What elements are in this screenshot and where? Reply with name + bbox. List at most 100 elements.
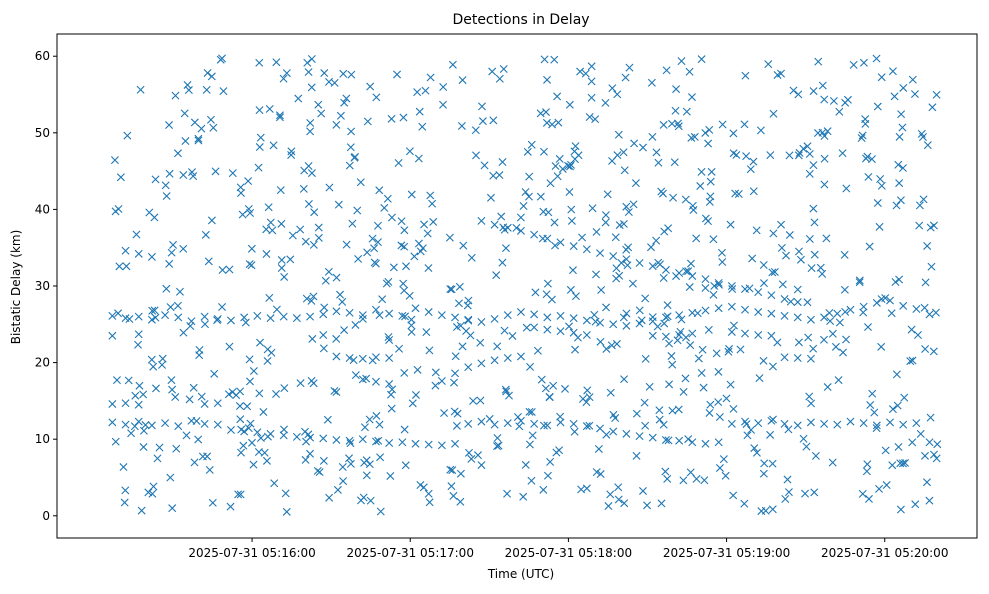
data-point: [657, 499, 666, 508]
data-point: [464, 296, 473, 305]
data-point: [439, 100, 448, 109]
data-point: [525, 440, 534, 449]
data-point: [243, 402, 252, 411]
data-point: [757, 507, 766, 516]
data-point: [543, 471, 552, 480]
data-point: [275, 111, 284, 120]
data-point: [254, 163, 263, 172]
data-point: [843, 95, 852, 104]
data-point: [870, 408, 879, 417]
data-point: [933, 440, 942, 449]
data-point: [818, 81, 827, 90]
data-point: [287, 150, 296, 159]
data-point: [280, 425, 288, 434]
data-point: [280, 384, 289, 393]
data-point: [219, 87, 228, 96]
data-point: [781, 494, 790, 503]
data-point: [611, 233, 620, 242]
data-point: [162, 284, 171, 293]
data-point: [168, 504, 177, 513]
data-point: [794, 151, 803, 160]
data-point: [300, 166, 309, 175]
data-point: [704, 325, 713, 334]
data-point: [558, 164, 567, 173]
data-point: [624, 208, 633, 217]
data-point: [567, 216, 576, 225]
data-point: [416, 481, 425, 489]
data-point: [673, 336, 682, 345]
data-point: [700, 476, 709, 485]
data-point: [637, 316, 646, 325]
data-point: [672, 272, 681, 281]
data-point: [768, 415, 777, 424]
data-point: [820, 335, 828, 344]
data-point: [400, 425, 409, 434]
data-point: [864, 323, 873, 332]
data-point: [370, 258, 379, 267]
data-point: [296, 225, 305, 234]
data-point: [253, 311, 262, 320]
data-point: [896, 505, 905, 514]
data-point: [539, 207, 548, 216]
data-point: [858, 131, 867, 140]
data-point: [705, 408, 714, 417]
data-point: [566, 162, 575, 171]
data-point: [729, 491, 738, 500]
data-point: [141, 420, 150, 429]
data-point: [239, 441, 248, 450]
data-point: [603, 190, 612, 199]
data-point: [809, 204, 818, 213]
data-point: [577, 485, 586, 494]
data-point: [861, 115, 870, 124]
data-point: [895, 275, 904, 284]
data-point: [546, 179, 555, 188]
data-point: [308, 334, 317, 343]
data-point: [749, 157, 758, 166]
data-point: [591, 317, 600, 326]
data-point: [875, 222, 884, 231]
data-point: [784, 488, 793, 497]
data-point: [347, 70, 356, 79]
data-point: [699, 383, 708, 392]
data-point: [674, 405, 683, 414]
data-point: [309, 240, 318, 249]
data-point: [431, 368, 440, 377]
data-point: [726, 380, 735, 389]
data-point: [682, 107, 691, 116]
data-point: [184, 86, 193, 95]
data-point: [773, 338, 782, 347]
data-point: [686, 468, 695, 477]
data-point: [755, 374, 764, 383]
data-point: [825, 308, 834, 317]
data-point: [121, 486, 130, 495]
data-point: [539, 485, 548, 494]
data-point: [495, 171, 504, 180]
data-point: [413, 88, 422, 97]
data-point: [449, 491, 458, 500]
data-point: [794, 90, 803, 99]
data-point: [147, 421, 156, 430]
data-point: [570, 427, 579, 436]
data-point: [401, 312, 410, 321]
data-point: [236, 415, 245, 424]
data-point: [166, 473, 175, 482]
data-point: [928, 103, 937, 112]
data-point: [601, 98, 610, 107]
data-point: [464, 315, 473, 324]
data-point: [614, 130, 623, 139]
data-point: [907, 325, 916, 334]
data-point: [932, 90, 941, 99]
data-point: [245, 260, 254, 269]
data-point: [277, 219, 286, 228]
data-point: [759, 356, 768, 365]
data-point: [801, 489, 810, 498]
data-point: [793, 298, 802, 307]
data-point: [729, 129, 738, 138]
data-point: [647, 243, 656, 252]
data-point: [389, 263, 398, 272]
data-point: [545, 393, 554, 402]
data-point: [839, 348, 848, 357]
data-point: [151, 313, 160, 322]
data-point: [246, 419, 255, 428]
